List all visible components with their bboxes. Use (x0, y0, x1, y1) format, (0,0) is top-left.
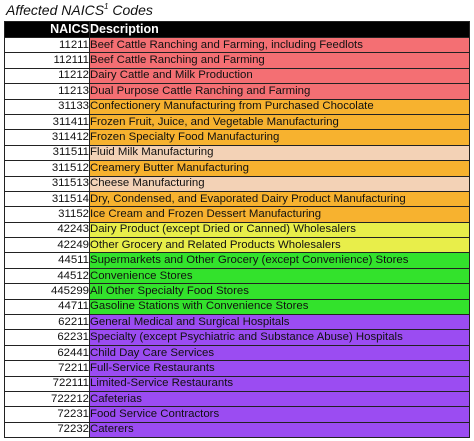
table-row: 72231 Food Service Contractors (4, 406, 470, 423)
naics-table: NAICS Description 11211 Beef Cattle Ranch… (4, 21, 470, 439)
table-body: 11211 Beef Cattle Ranching and Farming, i… (4, 36, 470, 439)
naics-code-cell: 311511 (4, 144, 90, 162)
naics-code-cell: 722111 (4, 375, 90, 392)
description-cell: Child Day Care Services (89, 344, 470, 362)
description-cell: Dual Purpose Cattle Ranching and Farming (89, 83, 470, 100)
naics-code-cell: 311514 (4, 190, 90, 208)
naics-code-cell: 11212 (4, 67, 90, 85)
table-row: 72211 Full-Service Restaurants (4, 360, 470, 377)
description-cell: Frozen Specialty Food Manufacturing (89, 129, 470, 146)
description-column-header: Description (89, 21, 470, 38)
naics-code-cell: 11211 (4, 36, 90, 54)
naics-code-cell: 311512 (4, 160, 90, 177)
naics-code-cell: 311513 (4, 175, 90, 192)
table-row: 42249 Other Grocery and Related Products … (4, 237, 470, 254)
caption-footnote-marker: 1 (104, 2, 109, 11)
caption-text: Affected NAICS (6, 2, 105, 18)
description-cell: Dry, Condensed, and Evaporated Dairy Pro… (89, 190, 470, 208)
description-cell: Gasoline Stations with Convenience Store… (89, 298, 470, 316)
naics-code-cell: 42249 (4, 237, 90, 254)
naics-code-cell: 311411 (4, 113, 90, 131)
table-row: 311411 Frozen Fruit, Juice, and Vegetable… (4, 113, 470, 131)
table-row: 311514 Dry, Condensed, and Evaporated Dai… (4, 190, 470, 208)
naics-code-cell: 44711 (4, 298, 90, 316)
description-cell: Creamery Butter Manufacturing (89, 160, 470, 177)
naics-code-cell: 62441 (4, 344, 90, 362)
table-row: 311512 Creamery Butter Manufacturing (4, 160, 470, 177)
naics-code-cell: 72231 (4, 406, 90, 423)
description-cell: Limited-Service Restaurants (89, 375, 470, 392)
description-cell: All Other Specialty Food Stores (89, 283, 470, 300)
description-cell: Beef Cattle Ranching and Farming (89, 52, 470, 69)
caption-suffix: Codes (108, 2, 153, 18)
description-cell: Specialty (except Psychiatric and Substa… (89, 329, 470, 346)
description-cell: Ice Cream and Frozen Dessert Manufacturi… (89, 206, 470, 223)
description-cell: Supermarkets and Other Grocery (except C… (89, 252, 470, 269)
naics-code-cell: 722212 (4, 390, 90, 408)
description-cell: Convenience Stores (89, 267, 470, 285)
table-row: 31133 Confectionery Manufacturing from Pu… (4, 98, 470, 115)
description-cell: Food Service Contractors (89, 406, 470, 423)
table-row: 11213 Dual Purpose Cattle Ranching and Fa… (4, 83, 470, 100)
table-row: 44511 Supermarkets and Other Grocery (exc… (4, 252, 470, 269)
table-row: 62211 General Medical and Surgical Hospit… (4, 314, 470, 331)
table-row: 11212 Dairy Cattle and Milk Production (4, 67, 470, 85)
table-row: 72232 Caterers (4, 421, 470, 439)
naics-code-cell: 44512 (4, 267, 90, 285)
naics-code-cell: 445299 (4, 283, 90, 300)
table-row: 311513 Cheese Manufacturing (4, 175, 470, 192)
naics-code-cell: 62211 (4, 314, 90, 331)
description-cell: Other Grocery and Related Products Whole… (89, 237, 470, 254)
naics-code-cell: 72211 (4, 360, 90, 377)
description-cell: Fluid Milk Manufacturing (89, 144, 470, 162)
naics-code-cell: 112111 (4, 52, 90, 69)
naics-code-cell: 311412 (4, 129, 90, 146)
table-row: 112111 Beef Cattle Ranching and Farming (4, 52, 470, 69)
table-row: 62231 Specialty (except Psychiatric and S… (4, 329, 470, 346)
description-cell: Full-Service Restaurants (89, 360, 470, 377)
naics-code-cell: 11213 (4, 83, 90, 100)
table-row: 311412 Frozen Specialty Food Manufacturin… (4, 129, 470, 146)
description-cell: Confectionery Manufacturing from Purchas… (89, 98, 470, 115)
description-cell: Dairy Cattle and Milk Production (89, 67, 470, 85)
table-row: 44711 Gasoline Stations with Convenience … (4, 298, 470, 316)
naics-code-cell: 31133 (4, 98, 90, 115)
description-cell: Frozen Fruit, Juice, and Vegetable Manuf… (89, 113, 470, 131)
table-row: 31152 Ice Cream and Frozen Dessert Manufa… (4, 206, 470, 223)
naics-column-header: NAICS (4, 21, 90, 38)
table-row: 445299 All Other Specialty Food Stores (4, 283, 470, 300)
table-header-row: NAICS Description (4, 21, 470, 38)
table-row: 62441 Child Day Care Services (4, 344, 470, 362)
description-cell: Dairy Product (except Dried or Canned) W… (89, 221, 470, 239)
naics-code-cell: 72232 (4, 421, 90, 439)
description-cell: Beef Cattle Ranching and Farming, includ… (89, 36, 470, 54)
table-caption: Affected NAICS1 Codes (6, 2, 153, 18)
description-cell: Cheese Manufacturing (89, 175, 470, 192)
naics-code-cell: 62231 (4, 329, 90, 346)
table-row: 42243 Dairy Product (except Dried or Cann… (4, 221, 470, 239)
description-cell: General Medical and Surgical Hospitals (89, 314, 470, 331)
description-cell: Cafeterias (89, 390, 470, 408)
naics-code-cell: 31152 (4, 206, 90, 223)
naics-code-cell: 42243 (4, 221, 90, 239)
table-row: 11211 Beef Cattle Ranching and Farming, i… (4, 36, 470, 54)
naics-code-cell: 44511 (4, 252, 90, 269)
table-row: 44512 Convenience Stores (4, 267, 470, 285)
description-cell: Caterers (89, 421, 470, 439)
table-row: 311511 Fluid Milk Manufacturing (4, 144, 470, 162)
table-row: 722212 Cafeterias (4, 390, 470, 408)
table-row: 722111 Limited-Service Restaurants (4, 375, 470, 392)
